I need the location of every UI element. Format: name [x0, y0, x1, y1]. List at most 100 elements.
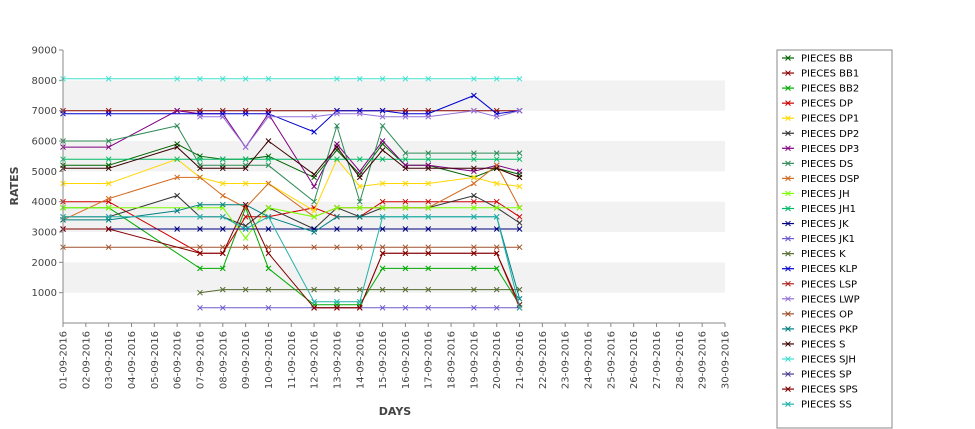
legend-marker-icon	[785, 326, 791, 332]
data-point-marker	[493, 204, 500, 211]
data-point-marker	[493, 198, 500, 205]
legend-label: PIECES DS	[801, 159, 853, 170]
legend-item: PIECES DP2	[782, 129, 859, 140]
data-point-marker	[516, 156, 523, 163]
legend-label: PIECES BB1	[801, 69, 859, 80]
data-point-marker	[334, 226, 340, 232]
legend-label: PIECES JK1	[801, 234, 855, 245]
data-point-marker	[219, 156, 226, 163]
data-point-marker	[379, 147, 386, 153]
x-tick-label: 03-09-2016	[104, 331, 115, 389]
data-point-marker	[242, 244, 249, 251]
data-point-marker	[311, 244, 317, 251]
legend-marker-icon	[785, 386, 791, 392]
data-point-marker	[493, 180, 500, 187]
data-point-marker	[242, 144, 249, 150]
x-tick-label: 18-09-2016	[447, 331, 458, 389]
data-point-marker	[356, 204, 363, 211]
data-point-marker	[174, 207, 180, 214]
data-point-marker	[197, 265, 203, 272]
data-point-marker	[379, 265, 386, 272]
legend-item: PIECES DP	[782, 99, 853, 110]
legend-item: PIECES OP	[782, 309, 853, 320]
legend-marker-icon	[785, 145, 791, 152]
x-tick-label: 01-09-2016	[59, 331, 70, 389]
series-pieces-klp	[60, 92, 523, 135]
data-point-marker	[105, 165, 112, 172]
data-point-marker	[105, 156, 112, 163]
data-point-marker	[516, 150, 523, 156]
data-point-marker	[425, 113, 432, 120]
data-point-marker	[425, 226, 432, 232]
series-pieces-jh1	[60, 156, 523, 163]
data-point-marker	[425, 213, 432, 220]
x-tick-label: 13-09-2016	[332, 331, 343, 389]
data-point-marker	[174, 226, 180, 232]
data-point-marker	[174, 144, 180, 150]
data-point-marker	[265, 162, 272, 169]
data-point-marker	[105, 244, 112, 251]
legend-item: PIECES BB2	[782, 84, 859, 95]
x-tick-label: 11-09-2016	[287, 331, 298, 389]
data-point-marker	[471, 226, 477, 232]
data-point-marker	[197, 304, 203, 311]
data-point-marker	[516, 226, 523, 232]
legend-label: PIECES KLP	[801, 264, 857, 275]
data-point-marker	[334, 244, 340, 251]
legend-label: PIECES JK	[801, 219, 849, 230]
data-point-marker	[425, 304, 432, 311]
y-tick-label: 2000	[32, 258, 57, 269]
data-point-marker	[425, 286, 432, 293]
data-point-marker	[311, 113, 317, 120]
data-point-marker	[493, 156, 500, 163]
legend-marker-icon	[785, 70, 791, 76]
data-point-marker	[516, 107, 523, 114]
data-point-marker	[219, 113, 226, 120]
data-point-marker	[219, 180, 226, 187]
data-point-marker	[356, 174, 363, 181]
data-point-marker	[516, 213, 523, 220]
x-tick-label: 26-09-2016	[629, 331, 640, 389]
data-point-marker	[471, 174, 477, 181]
data-point-marker	[219, 304, 226, 311]
data-point-marker	[493, 113, 500, 120]
grid-bands	[63, 50, 725, 323]
data-point-marker	[471, 107, 477, 114]
data-point-marker	[516, 75, 523, 82]
data-point-marker	[516, 304, 523, 311]
data-point-marker	[379, 250, 386, 257]
grid-band	[63, 171, 725, 202]
x-tick-label: 21-09-2016	[515, 331, 526, 389]
x-tick-label: 20-09-2016	[492, 331, 503, 389]
data-point-marker	[219, 286, 226, 293]
data-point-marker	[219, 213, 226, 220]
legend-item: PIECES JH1	[782, 204, 856, 215]
series-line	[63, 195, 520, 230]
data-point-marker	[356, 198, 363, 205]
data-point-marker	[242, 180, 249, 187]
data-point-marker	[219, 265, 226, 272]
data-point-marker	[197, 165, 203, 172]
data-point-marker	[242, 235, 249, 241]
legend-item: PIECES JH	[782, 189, 850, 200]
data-point-marker	[402, 213, 409, 220]
data-point-marker	[356, 244, 363, 251]
data-point-marker	[219, 250, 226, 257]
data-point-marker	[174, 122, 180, 129]
y-tick-label: 9000	[32, 46, 57, 57]
data-point-marker	[356, 286, 363, 293]
data-point-marker	[242, 156, 249, 163]
x-tick-label: 04-09-2016	[127, 331, 138, 389]
legend-marker-icon	[785, 85, 791, 91]
legend-marker-icon	[785, 265, 791, 272]
legend-item: PIECES DS	[782, 159, 853, 170]
legend-item: PIECES KLP	[782, 264, 857, 275]
legend-marker-icon	[785, 205, 791, 212]
x-tick-label: 08-09-2016	[218, 331, 229, 389]
legend-item: PIECES K	[782, 249, 846, 260]
legend-item: PIECES LWP	[782, 294, 860, 305]
legend-item: PIECES PKP	[782, 324, 858, 335]
data-point-marker	[402, 286, 409, 293]
data-point-marker	[334, 213, 340, 220]
